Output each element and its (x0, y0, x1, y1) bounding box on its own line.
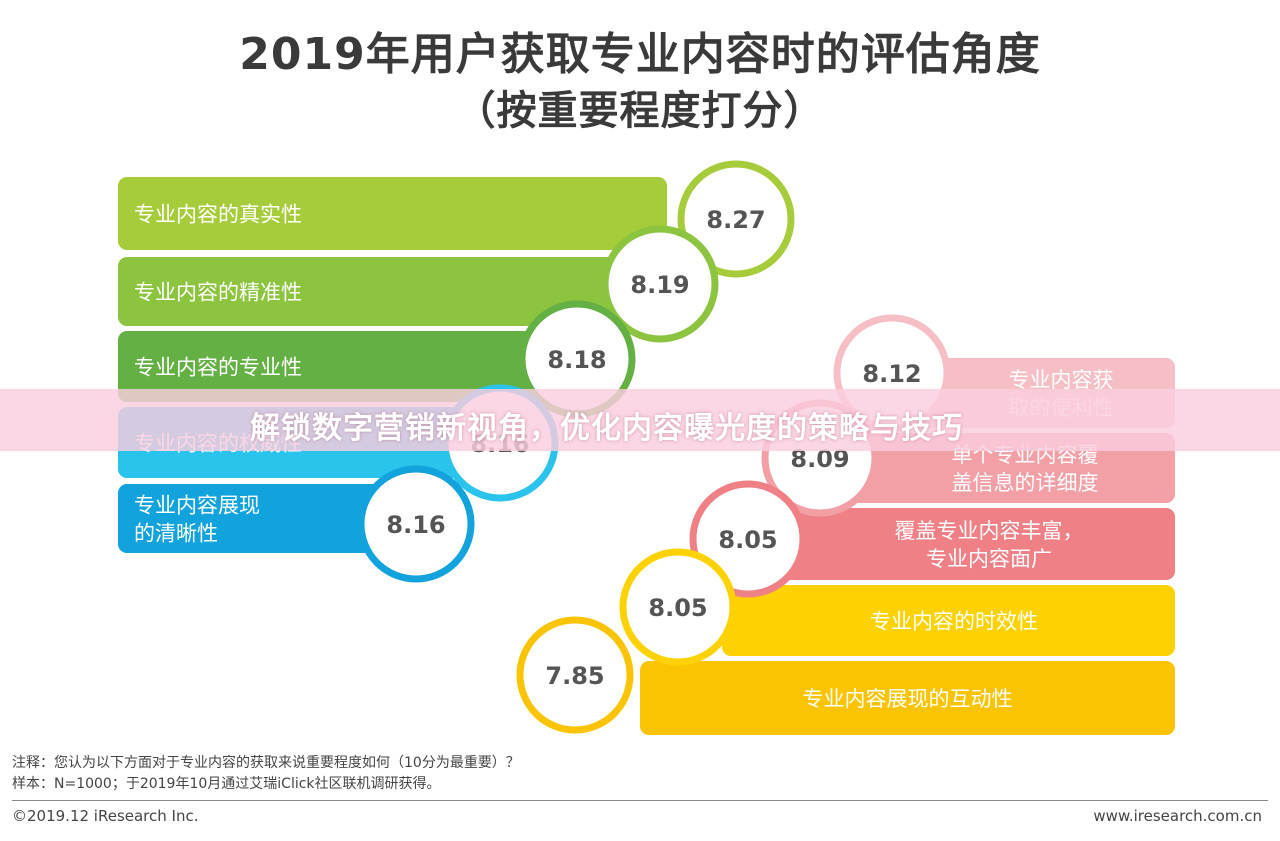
note-line: 注释：您认为以下方面对于专业内容的获取来说重要程度如何（10分为最重要）？ (12, 755, 520, 771)
category-label: 专业内容的专业性 (134, 356, 302, 380)
bar-3 (118, 331, 580, 402)
overlay-banner: 解锁数字营销新视角，优化内容曝光度的策略与技巧 (0, 389, 1280, 451)
banner-text: 解锁数字营销新视角，优化内容曝光度的策略与技巧 (250, 411, 963, 446)
category-label: 专业内容的精准性 (134, 281, 302, 305)
value-label: 8.19 (630, 271, 689, 299)
value-label: 8.12 (862, 360, 921, 388)
chart-subtitle: （按重要程度打分） (455, 88, 825, 134)
copyright-text: ©2019.12 iResearch Inc. (12, 807, 199, 825)
value-circle (619, 548, 737, 666)
chart-title: 2019年用户获取专业内容时的评估角度 (239, 29, 1041, 80)
bar-8 (760, 508, 1175, 580)
category-label: 专业内容的时效性 (870, 610, 1038, 634)
value-label: 7.85 (545, 662, 604, 690)
category-label: 专业内容展现的互动性 (803, 687, 1013, 711)
bar-10 (640, 661, 1175, 735)
value-circle (601, 225, 719, 343)
bar-2 (118, 257, 662, 326)
sample-line: 样本：N=1000；于2019年10月通过艾瑞iClick社区联机调研获得。 (12, 776, 441, 792)
footer-divider (12, 800, 1268, 801)
value-circle (357, 465, 475, 583)
value-label: 8.27 (706, 206, 765, 234)
website-link[interactable]: www.iresearch.com.cn (1093, 807, 1262, 825)
value-circle (677, 160, 795, 278)
value-label: 8.16 (386, 511, 445, 539)
value-label: 8.18 (547, 346, 606, 374)
value-label: 8.05 (718, 526, 777, 554)
value-circle (516, 616, 634, 734)
category-label: 专业内容的真实性 (134, 203, 302, 227)
bar-9 (722, 585, 1175, 656)
value-label: 8.05 (648, 594, 707, 622)
bar-5 (118, 484, 405, 553)
value-circle (689, 480, 807, 598)
category-label: 覆盖专业内容丰富，专业内容面广 (895, 519, 1084, 571)
category-label: 专业内容展现的清晰性 (134, 494, 260, 546)
bar-1 (118, 177, 667, 250)
